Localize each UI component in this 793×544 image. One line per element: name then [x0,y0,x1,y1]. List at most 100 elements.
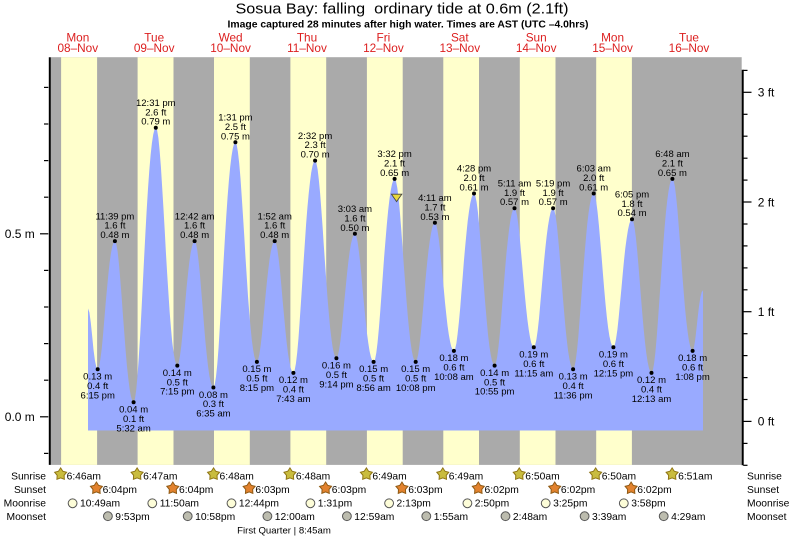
svg-text:2.1 ft: 2.1 ft [662,159,683,170]
svg-text:6:03pm: 6:03pm [332,485,366,496]
svg-text:0.5 ft: 0.5 ft [326,370,347,381]
svg-text:1 ft: 1 ft [758,305,775,319]
svg-text:11:15 am: 11:15 am [514,368,553,379]
svg-text:6:51am: 6:51am [678,471,712,482]
svg-text:6:47am: 6:47am [143,471,177,482]
svg-text:0.4 ft: 0.4 ft [563,381,584,392]
svg-text:0.79 m: 0.79 m [141,117,170,128]
svg-text:3:39am: 3:39am [592,512,626,523]
svg-text:6:50am: 6:50am [525,471,559,482]
svg-text:6:03 am: 6:03 am [577,164,611,175]
svg-text:0.57 m: 0.57 m [539,197,568,208]
svg-text:2.5 ft: 2.5 ft [225,122,246,133]
svg-text:9:53pm: 9:53pm [115,512,149,523]
svg-text:1.9 ft: 1.9 ft [504,188,525,199]
svg-text:5:19 pm: 5:19 pm [536,178,570,189]
svg-text:12:13 am: 12:13 am [632,394,672,405]
svg-text:15–Nov: 15–Nov [592,41,633,55]
svg-text:08–Nov: 08–Nov [57,41,98,55]
svg-text:0.19 m: 0.19 m [519,350,548,361]
svg-text:2 ft: 2 ft [758,195,775,209]
svg-text:8:15 pm: 8:15 pm [240,383,274,394]
svg-text:2.3 ft: 2.3 ft [305,140,326,151]
svg-text:0.14 m: 0.14 m [480,368,509,379]
svg-text:Sunset: Sunset [14,485,46,496]
svg-text:4:11 am: 4:11 am [418,193,452,204]
svg-text:6:05 pm: 6:05 pm [615,189,649,200]
svg-text:0.15 m: 0.15 m [359,364,388,375]
svg-text:13–Nov: 13–Nov [439,41,480,55]
svg-text:10:58pm: 10:58pm [195,512,235,523]
svg-text:Tue: Tue [144,30,164,44]
svg-text:12:15 pm: 12:15 pm [594,368,634,379]
svg-text:6:02pm: 6:02pm [637,485,671,496]
svg-text:11:39 pm: 11:39 pm [95,211,134,222]
svg-text:10:49am: 10:49am [80,498,120,509]
svg-text:0.5 ft: 0.5 ft [167,377,188,388]
svg-text:09–Nov: 09–Nov [134,41,175,55]
svg-text:2.6 ft: 2.6 ft [145,107,166,118]
svg-text:0.53 m: 0.53 m [420,212,449,223]
svg-text:0.13 m: 0.13 m [83,372,112,383]
svg-text:0.65 m: 0.65 m [380,168,409,179]
svg-text:0.48 m: 0.48 m [100,230,129,241]
svg-text:0.75 m: 0.75 m [221,131,250,142]
svg-text:Mon: Mon [601,30,624,44]
svg-text:4:28 pm: 4:28 pm [457,164,491,175]
svg-text:2:32 pm: 2:32 pm [298,131,332,142]
svg-text:3:03 am: 3:03 am [338,204,372,215]
svg-text:1:52 am: 1:52 am [258,211,292,222]
svg-text:0.15 m: 0.15 m [242,364,271,375]
svg-text:9:14 pm: 9:14 pm [319,379,353,390]
svg-text:0.48 m: 0.48 m [260,230,289,241]
svg-text:0.6 ft: 0.6 ft [682,363,703,374]
svg-text:16–Nov: 16–Nov [669,41,710,55]
svg-text:0.4 ft: 0.4 ft [283,385,304,396]
svg-text:12–Nov: 12–Nov [363,41,404,55]
svg-text:14–Nov: 14–Nov [516,41,557,55]
svg-text:6:48am: 6:48am [296,471,330,482]
svg-text:5:32 am: 5:32 am [116,423,150,434]
svg-text:1.6 ft: 1.6 ft [264,221,285,232]
svg-text:7:43 am: 7:43 am [276,394,310,405]
svg-text:11–Nov: 11–Nov [287,41,327,55]
svg-text:0.61 m: 0.61 m [579,183,608,194]
svg-text:1.6 ft: 1.6 ft [184,221,205,232]
svg-text:6:49am: 6:49am [449,471,483,482]
svg-text:3:32 pm: 3:32 pm [377,149,411,160]
svg-text:2:48am: 2:48am [513,512,547,523]
svg-text:6:04pm: 6:04pm [179,485,213,496]
svg-text:0.19 m: 0.19 m [599,350,628,361]
svg-text:3:58pm: 3:58pm [631,498,665,509]
svg-text:Fri: Fri [377,30,391,44]
svg-text:0.08 m: 0.08 m [199,390,228,401]
svg-text:Sunrise: Sunrise [747,471,782,482]
svg-text:0.13 m: 0.13 m [559,372,588,383]
svg-text:Sun: Sun [526,30,547,44]
svg-text:3:25pm: 3:25pm [553,498,587,509]
svg-text:0.12 m: 0.12 m [279,375,308,386]
svg-text:11:50am: 11:50am [160,498,199,509]
svg-text:6:02pm: 6:02pm [561,485,595,496]
svg-text:0.65 m: 0.65 m [658,168,687,179]
svg-text:12:42 am: 12:42 am [175,211,215,222]
svg-text:Moonrise: Moonrise [747,498,790,509]
svg-text:0.15 m: 0.15 m [401,364,430,375]
svg-text:0.5 ft: 0.5 ft [405,374,426,385]
svg-text:6:35 am: 6:35 am [196,409,230,420]
svg-text:10:08 pm: 10:08 pm [396,383,436,394]
svg-text:Sunset: Sunset [747,485,779,496]
svg-text:6:02pm: 6:02pm [485,485,519,496]
svg-text:0.12 m: 0.12 m [637,375,666,386]
svg-text:0.3 ft: 0.3 ft [203,399,224,410]
svg-text:0.5 ft: 0.5 ft [246,374,267,385]
svg-text:0.6 ft: 0.6 ft [523,359,544,370]
svg-text:0 ft: 0 ft [758,415,775,429]
svg-text:6:48 am: 6:48 am [655,149,689,160]
svg-text:0.48 m: 0.48 m [180,230,209,241]
svg-text:12:59am: 12:59am [354,512,394,523]
svg-text:Sat: Sat [451,30,469,44]
svg-text:1:08 pm: 1:08 pm [675,372,709,383]
svg-text:0.4 ft: 0.4 ft [641,385,662,396]
svg-text:0.0 m: 0.0 m [5,410,35,424]
